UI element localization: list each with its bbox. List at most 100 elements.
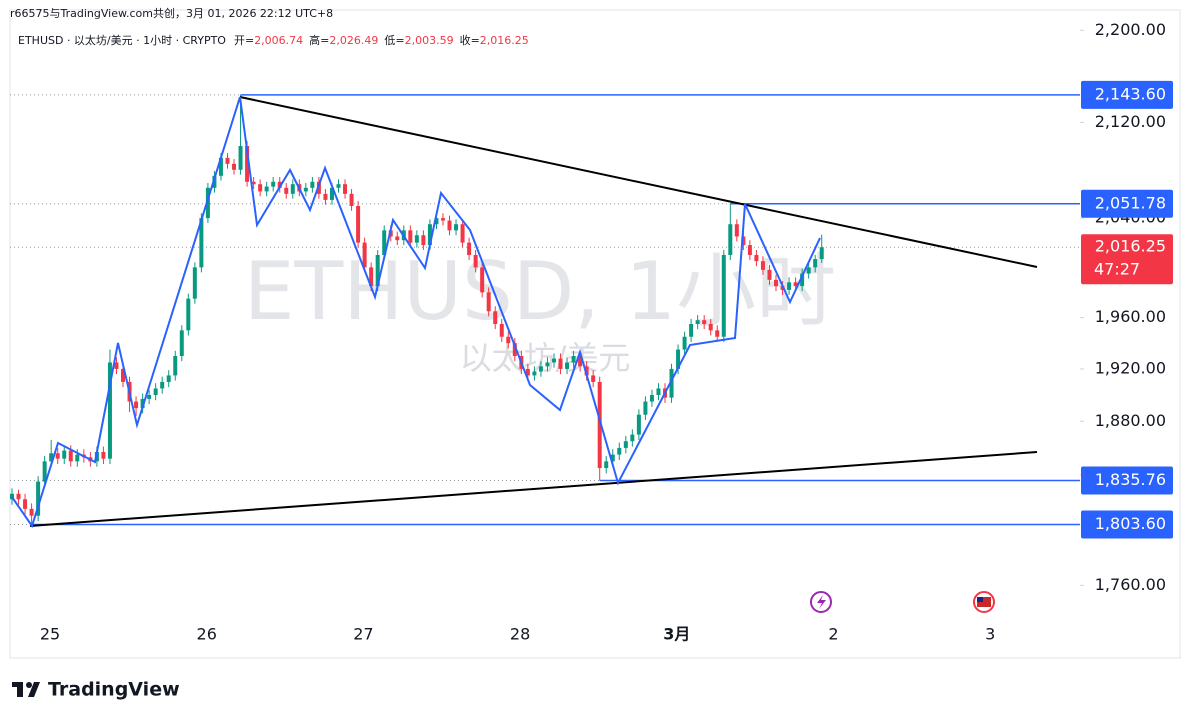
candle-body (695, 320, 700, 324)
y-tick-label: 1,960.00 (1095, 307, 1166, 326)
candle-body (238, 146, 243, 170)
candle-body (486, 292, 491, 312)
candle-body (793, 282, 798, 287)
chart-frame (9, 9, 1181, 659)
candle-body (571, 356, 576, 363)
candle-body (408, 230, 413, 243)
y-tick-label: 1,760.00 (1095, 575, 1166, 594)
candle-body (800, 273, 805, 287)
candle-body (362, 242, 367, 268)
candle-body (551, 358, 556, 363)
candle-body (578, 356, 583, 367)
candle-body (421, 235, 426, 246)
candle-body (636, 414, 641, 435)
candle-body (271, 181, 276, 187)
candle-body (774, 279, 779, 287)
candle-body (329, 187, 334, 200)
x-tick-label: 2 (828, 625, 838, 644)
candle-body (395, 236, 400, 241)
candle-body (107, 362, 112, 459)
candle-body (538, 366, 543, 372)
candle-body (121, 368, 126, 382)
level-label: 1,835.76 (1095, 470, 1166, 489)
candle-body (434, 218, 439, 225)
candle-body (199, 218, 204, 268)
candle-body (427, 224, 432, 246)
candle-body (682, 336, 687, 350)
candle-body (610, 454, 615, 462)
candle-body (532, 371, 537, 376)
candle-body (754, 254, 759, 262)
logo-part (17, 682, 23, 697)
candle-body (708, 323, 713, 331)
candle-body (258, 184, 263, 192)
event-icon[interactable] (810, 591, 832, 613)
x-tick-label: 27 (353, 625, 373, 644)
logo-part (28, 682, 40, 697)
candle-body (525, 368, 530, 376)
candle-body (62, 450, 67, 459)
candle-body (506, 336, 511, 344)
candle-body (806, 267, 811, 274)
trendline (29, 451, 1038, 527)
header-title: r66575与TradingView.com共创，3月 01, 2026 22:… (10, 7, 333, 20)
candle-body (192, 267, 197, 299)
candle-body (715, 330, 720, 337)
candle-body (676, 349, 681, 369)
candle-body (454, 224, 459, 231)
candle-body (493, 311, 498, 324)
event-icon-bolt (817, 595, 826, 609)
x-tick-label: 3月 (663, 625, 690, 644)
x-tick-label: 26 (197, 625, 217, 644)
candle-body (173, 356, 178, 376)
high-value: 2,026.49 (329, 34, 378, 47)
candle-body (656, 388, 661, 395)
candle-body (218, 157, 223, 176)
candle-body (134, 401, 139, 409)
open-label: 开= (234, 34, 254, 47)
last-price-label: 2,016.25 (1095, 237, 1166, 256)
candle-body (499, 323, 504, 337)
candle-body (284, 187, 289, 194)
candle-body (114, 362, 119, 369)
candle-body (349, 193, 354, 206)
brand: TradingView (48, 679, 180, 701)
candle-body (584, 366, 589, 376)
candle-body (375, 254, 380, 287)
low-label: 低= (384, 34, 404, 47)
candle-body (643, 401, 648, 415)
candle-body (29, 508, 34, 516)
level-label-box (1081, 80, 1173, 109)
candle-body (277, 181, 282, 188)
candle-body (49, 453, 54, 462)
candle-body (512, 343, 517, 357)
candle-body (343, 184, 348, 194)
candle-body (617, 447, 622, 455)
last-price-box (1081, 234, 1173, 285)
candle-body (565, 362, 570, 369)
candle-body (68, 450, 73, 462)
candle-body (186, 298, 191, 331)
candle-body (747, 245, 752, 255)
candle-body (369, 267, 374, 287)
symbol: ETHUSD · 以太坊/美元 · 1小时 · CRYPTO (18, 33, 226, 47)
logo-part (26, 682, 32, 688)
high-label: 高= (309, 33, 329, 47)
level-label: 2,051.78 (1095, 193, 1166, 212)
candle-body (323, 193, 328, 200)
candle-body (728, 224, 733, 255)
level-label: 2,143.60 (1095, 84, 1166, 103)
zigzag (11, 96, 821, 529)
open-value: 2,006.74 (254, 34, 303, 47)
y-tick-label: 2,200.00 (1095, 20, 1166, 39)
watermark-sub: 以太坊/美元 (460, 339, 631, 377)
candle-body (414, 235, 419, 243)
candle-body (623, 441, 628, 448)
candle-body (356, 205, 361, 243)
candle-body (303, 187, 308, 192)
axis-labels: 2,143.60 2,051.78 1,835.76 1,803.60 2,016.25… (1081, 80, 1173, 539)
candle-body (787, 282, 792, 290)
level-label-box (1081, 466, 1173, 495)
